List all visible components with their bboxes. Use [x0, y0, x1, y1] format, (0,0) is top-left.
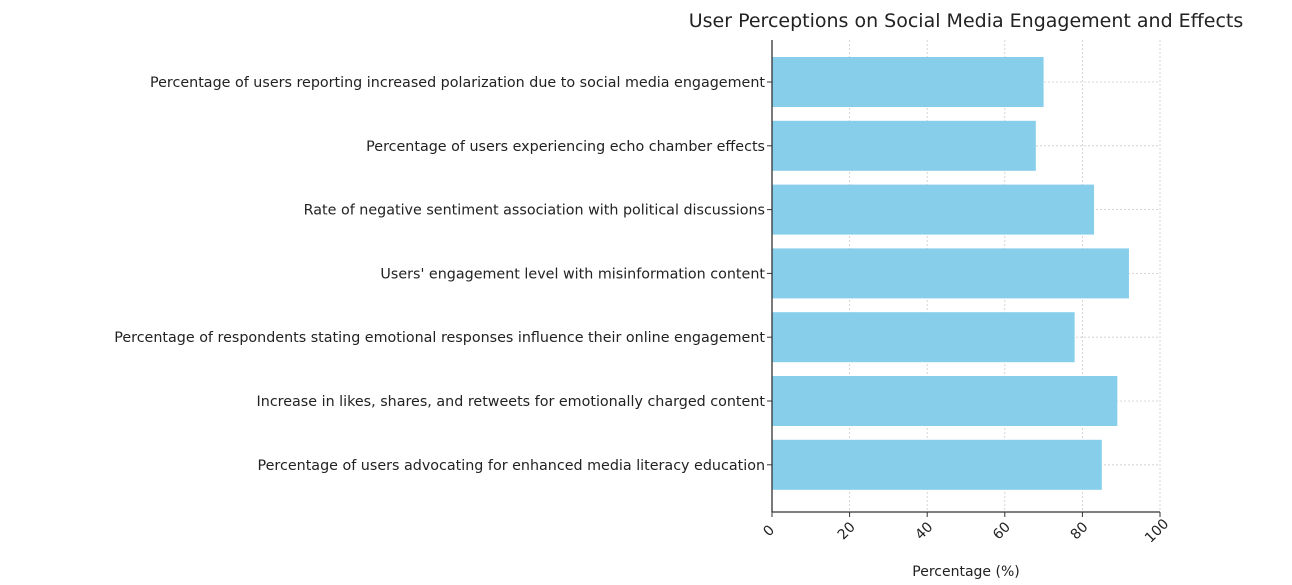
x-tick-label: 0 — [760, 522, 778, 540]
y-tick-label: Rate of negative sentiment association w… — [304, 203, 765, 219]
x-tick-label: 40 — [912, 519, 936, 543]
bar — [772, 312, 1075, 363]
bar — [772, 439, 1102, 490]
x-tick-label: 60 — [990, 519, 1014, 543]
y-tick-label: Percentage of respondents stating emotio… — [114, 330, 765, 346]
y-tick-label: Percentage of users reporting increased … — [150, 75, 765, 91]
bar — [772, 376, 1118, 426]
chart-title: User Perceptions on Social Media Engagem… — [689, 10, 1244, 32]
y-tick-label: Increase in likes, shares, and retweets … — [257, 394, 766, 410]
y-tick-label: Percentage of users advocating for enhan… — [258, 458, 765, 474]
y-tick-label: Users' engagement level with misinformat… — [380, 266, 765, 282]
x-axis-label: Percentage (%) — [912, 564, 1019, 580]
y-tick-label: Percentage of users experiencing echo ch… — [366, 139, 765, 155]
x-tick-label: 80 — [1068, 519, 1092, 543]
bar — [772, 248, 1129, 299]
bar — [772, 120, 1036, 171]
x-tick-label: 100 — [1142, 516, 1172, 546]
bar — [772, 57, 1044, 107]
x-tick-label: 20 — [835, 519, 859, 543]
bar — [772, 184, 1095, 235]
